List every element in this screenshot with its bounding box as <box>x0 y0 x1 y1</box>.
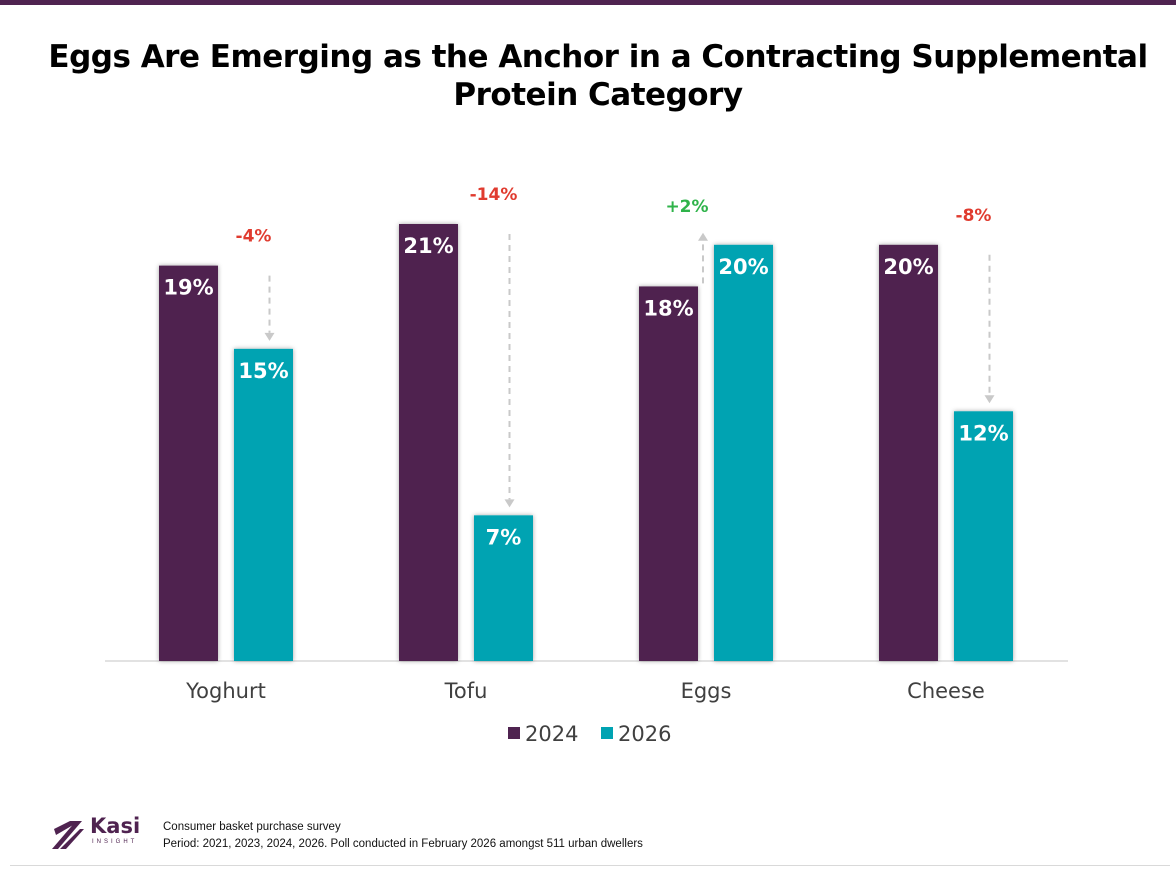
data-label-2024-cheese: 20% <box>883 255 933 279</box>
top-accent-rule <box>0 0 1176 5</box>
data-label-2024-tofu: 21% <box>403 234 453 258</box>
bar-chart: 19% 15% -4% Yoghurt 21% 7% -14% Tofu 18% 20% +2% Eg… <box>105 185 1068 746</box>
brand-name: Kasi <box>90 814 141 838</box>
bar-2026-eggs <box>714 244 773 662</box>
bottom-rule <box>10 865 1170 866</box>
bar-2026-cheese <box>954 411 1013 661</box>
bar-2026-yoghurt <box>234 348 293 661</box>
change-arrow-head-eggs <box>698 232 708 241</box>
data-label-2026-eggs: 20% <box>718 255 768 279</box>
change-label-yoghurt: -4% <box>236 227 272 247</box>
bar-2024-cheese <box>879 244 938 662</box>
chart-title-line-2: Protein Category <box>453 77 743 113</box>
period-note: Period: 2021, 2023, 2024, 2026. Poll con… <box>163 838 643 850</box>
legend-label-2024: 2024 <box>525 722 578 746</box>
bar-2024-eggs <box>639 286 698 661</box>
chart-title-line-1: Eggs Are Emerging as the Anchor in a Con… <box>48 39 1148 75</box>
change-label-eggs: +2% <box>665 197 708 217</box>
data-label-2024-yoghurt: 19% <box>163 276 213 300</box>
bar-2026-tofu <box>474 515 533 661</box>
brand-subtitle: INSIGHT <box>92 839 138 845</box>
chart-title: Eggs Are Emerging as the Anchor in a Con… <box>40 38 1156 114</box>
change-label-tofu: -14% <box>470 185 518 205</box>
data-label-2026-yoghurt: 15% <box>238 359 288 383</box>
legend-label-2026: 2026 <box>618 722 671 746</box>
legend-swatch-2026 <box>601 727 613 739</box>
category-label-tofu: Tofu <box>444 679 488 703</box>
category-label-cheese: Cheese <box>907 679 985 703</box>
bar-2024-tofu <box>399 224 458 661</box>
category-label-eggs: Eggs <box>681 679 732 703</box>
data-label-2024-eggs: 18% <box>643 296 693 320</box>
change-arrow-head-yoghurt <box>264 332 275 341</box>
change-label-cheese: -8% <box>956 206 992 226</box>
category-label-yoghurt: Yoghurt <box>185 679 266 703</box>
legend-swatch-2024 <box>508 727 520 739</box>
kasi-logo-mark-icon <box>52 821 84 849</box>
change-arrow-head-cheese <box>984 395 995 404</box>
footer-notes: Consumer basket purchase survey Period: … <box>163 819 643 853</box>
change-arrow-head-tofu <box>504 499 515 508</box>
source-note: Consumer basket purchase survey <box>163 821 341 833</box>
data-label-2026-tofu: 7% <box>486 525 522 549</box>
data-label-2026-cheese: 12% <box>958 421 1008 445</box>
kasi-logo: Kasi INSIGHT <box>50 814 150 855</box>
bar-2024-yoghurt <box>159 265 218 661</box>
